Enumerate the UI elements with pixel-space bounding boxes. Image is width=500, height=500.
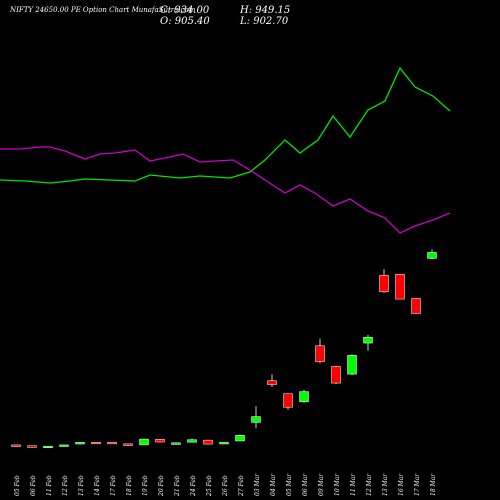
candle (219, 442, 229, 445)
x-tick-label: 20 Feb (158, 475, 165, 497)
candle-body-down (107, 441, 117, 445)
candle (299, 389, 309, 403)
x-tick-label: 27 Feb (238, 475, 245, 497)
candle (75, 442, 85, 445)
x-tick-label: 19 Feb (142, 475, 149, 496)
x-tick-label: 16 Mar (398, 473, 405, 496)
candle (251, 406, 261, 429)
candle (267, 374, 277, 388)
candle-body-down (155, 439, 165, 443)
x-tick-label: 18 Feb (126, 475, 133, 496)
candle (395, 274, 405, 300)
candle (107, 441, 117, 445)
candle (331, 365, 341, 385)
candle-body-up (235, 435, 245, 442)
candle-body-up (59, 444, 69, 447)
candle (363, 334, 373, 351)
candle (91, 441, 101, 445)
candle (235, 434, 245, 442)
x-tick-label: 11 Mar (350, 473, 357, 496)
x-tick-label: 13 Mar (382, 473, 389, 496)
candle-body-up (219, 442, 229, 445)
x-axis-labels: 05 Feb 06 Feb 11 Feb 12 Feb 13 Feb 14 Feb 17 F… (14, 473, 437, 497)
x-tick-label: 13 Feb (78, 475, 85, 496)
candle (27, 445, 37, 448)
candle-body-up (251, 416, 261, 423)
candle-body-down (395, 274, 405, 300)
open-number: 905.40 (174, 16, 210, 27)
candle-body-down (27, 445, 37, 448)
x-tick-label: 25 Feb (206, 475, 213, 497)
x-tick-label: 04 Mar (270, 473, 277, 496)
candle-body-up (427, 252, 437, 259)
x-tick-label: 17 Feb (110, 475, 117, 496)
candle-body-down (123, 443, 133, 446)
indicator-line-magenta (0, 146, 451, 234)
close-value: C: 934.00 (160, 5, 210, 16)
candle (411, 298, 421, 314)
chart-title: NIFTY 24650.00 PE Option Chart MunafaSut… (10, 6, 196, 14)
candle-body-down (283, 393, 293, 408)
candle (43, 445, 53, 449)
candle (155, 439, 165, 443)
candle (187, 438, 197, 443)
x-tick-label: 10 Mar (334, 473, 341, 496)
x-tick-label: 12 Feb (62, 475, 69, 496)
candle-body-up (299, 391, 309, 403)
x-tick-label: 17 Mar (414, 473, 421, 496)
candle-body-down (379, 275, 389, 293)
candles (11, 249, 437, 449)
x-tick-label: 14 Feb (94, 475, 101, 496)
x-tick-label: 24 Feb (190, 475, 197, 497)
candle-body-down (267, 380, 277, 385)
candle-body-up (171, 442, 181, 445)
candle (139, 438, 149, 446)
x-tick-label: 21 Feb (174, 475, 181, 497)
x-tick-label: 05 Feb (14, 475, 21, 496)
candle-body-down (315, 345, 325, 362)
indicator-line-green (0, 66, 451, 184)
candle (171, 442, 181, 445)
candle (315, 338, 325, 364)
x-tick-label: 09 Mar (318, 473, 325, 496)
open-value: O: 905.40 (160, 16, 210, 27)
candle-body-down (331, 366, 341, 384)
x-tick-label: 11 Feb (46, 475, 53, 496)
close-number: 934.00 (174, 5, 210, 16)
candle-body-down (91, 441, 101, 445)
candle (379, 269, 389, 293)
high-value: H: 949.15 (240, 5, 291, 16)
candle-body-up (187, 439, 197, 443)
candle (203, 439, 213, 445)
x-tick-label: 06 Mar (302, 473, 309, 496)
candle-body-up (347, 355, 357, 375)
low-number: 902.70 (253, 16, 289, 27)
x-tick-label: 03 Mar (254, 473, 261, 496)
candle (347, 354, 357, 376)
candle-body-up (43, 445, 53, 449)
candle-body-down (203, 439, 213, 445)
candle-body-up (139, 438, 149, 446)
x-tick-label: 12 Mar (366, 473, 373, 496)
indicator-lines (0, 66, 451, 234)
x-tick-label: 06 Feb (30, 475, 37, 496)
candle (11, 444, 21, 447)
high-number: 949.15 (255, 5, 291, 16)
x-tick-label: 26 Feb (222, 475, 229, 497)
candle-body-up (363, 336, 373, 344)
x-tick-label: 05 Mar (286, 473, 293, 496)
x-tick-label: 18 Mar (430, 473, 437, 496)
candle (427, 249, 437, 259)
candle-body-down (411, 298, 421, 314)
candle (283, 393, 293, 410)
candle-body-down (11, 444, 21, 447)
candle (59, 444, 69, 447)
candle-body-up (75, 442, 85, 445)
low-value: L: 902.70 (240, 16, 289, 27)
candle (123, 443, 133, 446)
